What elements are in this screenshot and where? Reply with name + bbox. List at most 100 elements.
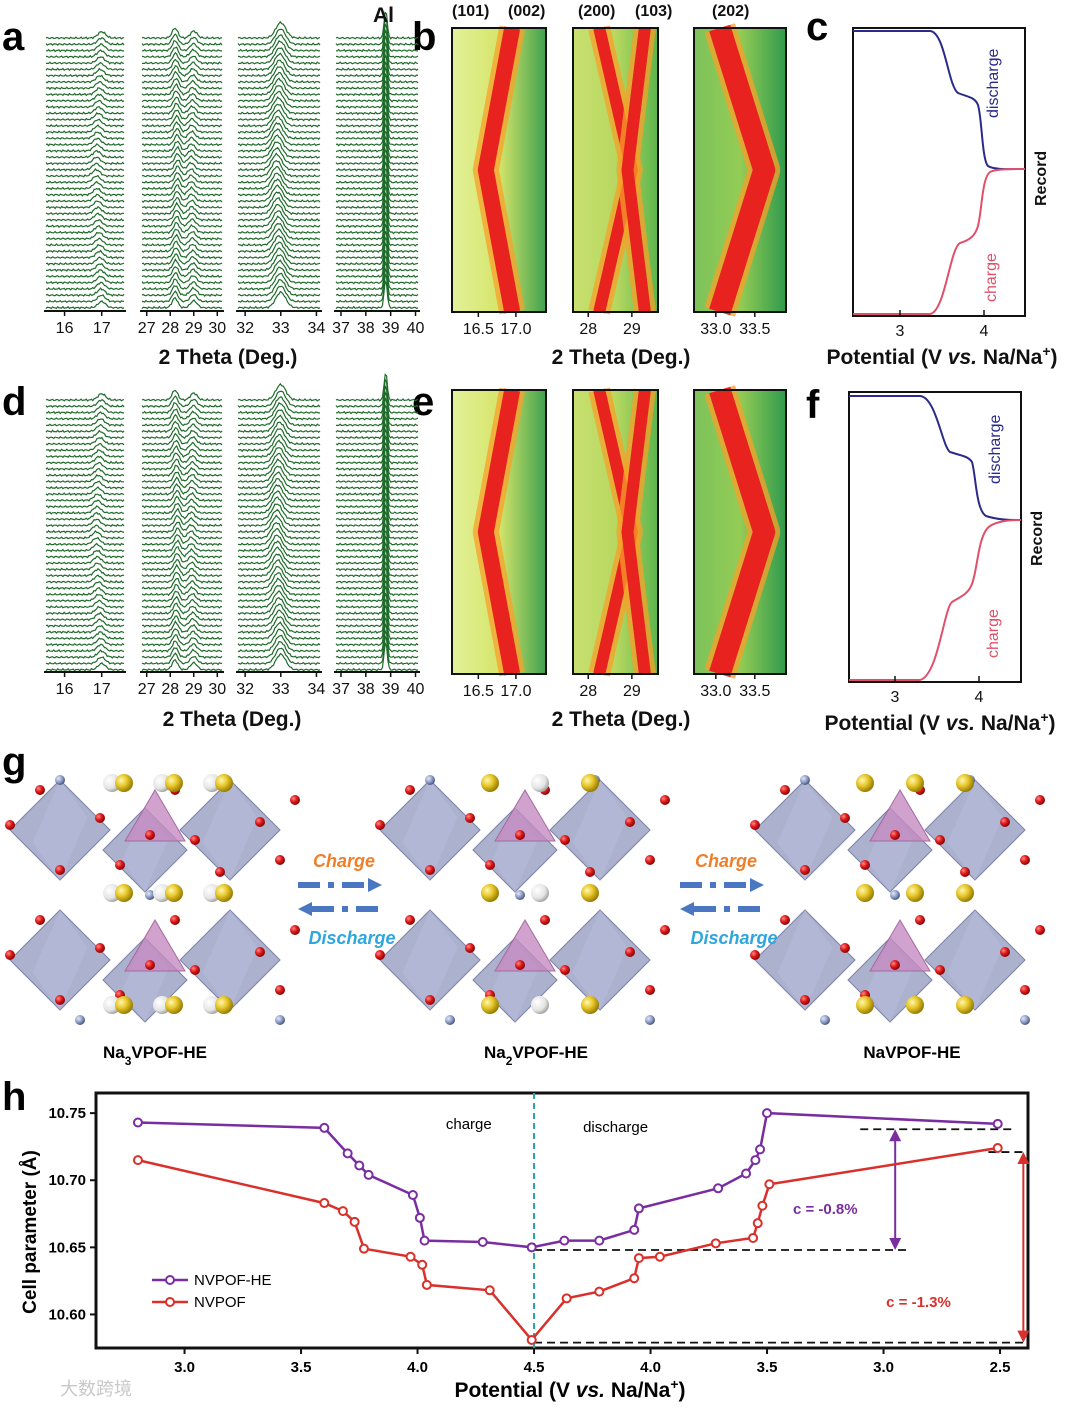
xrd-pattern xyxy=(141,464,223,478)
xrd-tick-label: 33 xyxy=(272,320,290,337)
xrd-pattern xyxy=(237,603,321,622)
xrd-pattern xyxy=(45,662,125,672)
xrd-pattern xyxy=(237,40,321,59)
xrd-pattern xyxy=(45,156,125,166)
xrd-pattern xyxy=(45,480,125,490)
xrd-pattern xyxy=(45,581,125,590)
xrd-pattern xyxy=(237,254,321,272)
data-point xyxy=(594,1235,605,1246)
xrd-pattern xyxy=(45,249,125,260)
xrd-pattern xyxy=(45,61,125,72)
xrd-pattern xyxy=(141,296,223,310)
xrd-pattern xyxy=(45,536,125,547)
xrd-tick-label: 28 xyxy=(161,320,179,337)
panel-f-xlabel: Potential (V vs. Na/Na+) xyxy=(824,709,1055,735)
xrd-pattern xyxy=(237,146,321,166)
xrd-pattern xyxy=(141,216,223,228)
charge-label-2: Charge xyxy=(695,851,757,871)
crystal-structure xyxy=(5,774,300,1025)
xrd-pattern xyxy=(45,549,125,559)
panel-b-xlabel: 2 Theta (Deg.) xyxy=(552,346,691,369)
xrd-pattern xyxy=(237,165,321,185)
xrd-pattern xyxy=(237,414,321,434)
xrd-pattern xyxy=(141,553,223,565)
xrd-pattern xyxy=(45,505,125,515)
y-tick-label: 10.75 xyxy=(48,1105,86,1122)
charge-label-f: charge xyxy=(985,609,1002,658)
xrd-pattern xyxy=(335,453,419,484)
xrd-tick-label: 37 xyxy=(332,681,350,698)
record-label-f: Record xyxy=(1029,511,1046,566)
xrd-pattern xyxy=(45,555,125,565)
xrd-pattern xyxy=(237,152,320,172)
peak-trace xyxy=(709,24,776,316)
xrd-pattern xyxy=(45,200,125,210)
discharge-curve-c xyxy=(853,30,1026,171)
xrd-pattern xyxy=(45,124,125,134)
xrd-pattern xyxy=(335,628,419,660)
xrd-pattern xyxy=(237,47,321,65)
panel-f-tick-3: 3 xyxy=(891,689,900,706)
reaction-arrows-1: Charge Discharge xyxy=(298,851,396,948)
xrd-pattern xyxy=(45,593,125,603)
xrd-pattern xyxy=(335,533,419,565)
xrd-pattern xyxy=(141,476,223,490)
xrd-tick-label: 30 xyxy=(208,681,226,698)
x-tick-label: 3.5 xyxy=(291,1359,312,1376)
xrd-pattern xyxy=(237,66,321,84)
xrd-pattern xyxy=(45,418,125,427)
xrd-pattern xyxy=(237,534,321,553)
xrd-pattern xyxy=(237,141,321,159)
xrd-pattern xyxy=(335,554,419,584)
xrd-tick-label: 17 xyxy=(93,681,111,698)
xrd-pattern xyxy=(45,524,124,534)
x-tick-label: 3.0 xyxy=(873,1359,894,1376)
xrd-pattern xyxy=(141,145,223,159)
contour-tick-label: 29 xyxy=(623,321,641,338)
xrd-tick-label: 27 xyxy=(138,320,156,337)
xrd-pattern xyxy=(45,455,125,465)
xrd-pattern xyxy=(141,507,223,521)
xrd-pattern xyxy=(335,192,419,222)
data-point xyxy=(484,1285,495,1296)
xrd-tick-label: 37 xyxy=(332,320,350,337)
xrd-pattern xyxy=(141,46,223,59)
record-label-c: Record xyxy=(1033,151,1050,206)
xrd-pattern xyxy=(335,473,419,503)
xrd-tick-label: 39 xyxy=(382,320,400,337)
xrd-pattern xyxy=(45,398,125,408)
xrd-pattern xyxy=(335,446,419,478)
xrd-pattern xyxy=(141,177,223,191)
xrd-pattern xyxy=(45,49,125,59)
xrd-pattern xyxy=(45,449,125,459)
xrd-pattern xyxy=(45,187,125,197)
xrd-pattern xyxy=(335,603,419,634)
contour-tick-label: 16.5 xyxy=(463,321,494,338)
xrd-pattern xyxy=(141,285,223,297)
discharge-region-label: discharge xyxy=(583,1119,648,1136)
xrd-pattern xyxy=(45,643,125,653)
xrd-pattern xyxy=(335,217,419,247)
xrd-pattern xyxy=(142,77,223,91)
xrd-pattern xyxy=(237,278,321,298)
contour-tick-label: 17.0 xyxy=(500,683,531,700)
xrd-pattern xyxy=(335,254,419,285)
xrd-pattern xyxy=(237,508,321,528)
contour-map-b: 16.5 17.0 28 29 33.0 33.5 xyxy=(451,23,787,338)
peak-label-200: (200) xyxy=(578,3,615,20)
xrd-pattern xyxy=(335,497,419,528)
xrd-pattern xyxy=(237,496,321,515)
xrd-pattern xyxy=(335,223,419,254)
data-point xyxy=(349,1216,360,1227)
xrd-pattern xyxy=(45,562,125,572)
xrd-pattern xyxy=(141,278,223,291)
data-point xyxy=(750,1155,761,1166)
xrd-pattern xyxy=(45,468,125,478)
data-point xyxy=(421,1279,432,1290)
x-tick-label: 4.5 xyxy=(524,1359,545,1376)
contour-tick-label: 28 xyxy=(579,321,597,338)
xrd-pattern xyxy=(45,405,124,415)
xrd-pattern xyxy=(45,174,125,185)
xrd-pattern xyxy=(237,241,321,260)
xrd-pattern xyxy=(335,634,419,666)
